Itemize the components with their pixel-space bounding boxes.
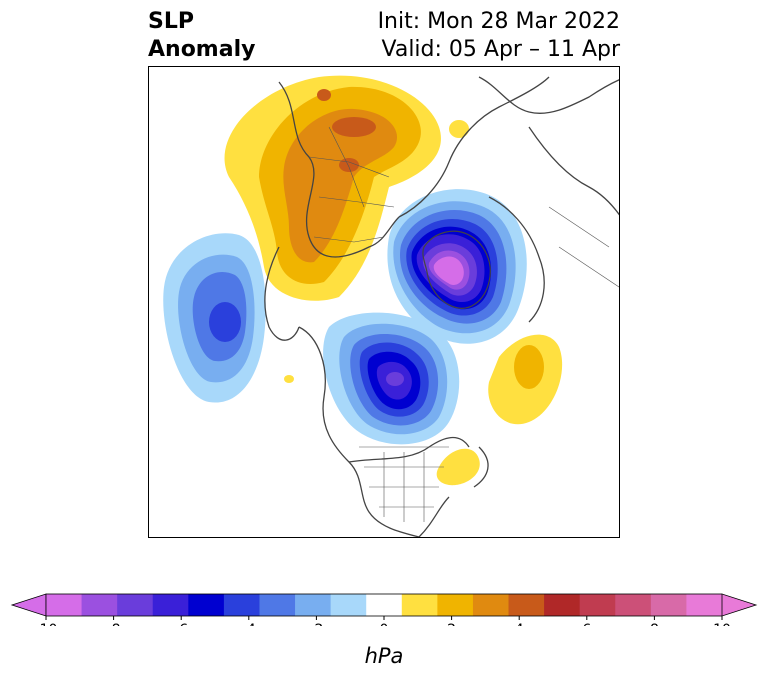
colorbar-segment [366,594,403,616]
colorbar-segment [508,594,545,616]
colorbar-segment [437,594,474,616]
colorbar-ticks: -10 -8 -6 -4 -2 0 2 4 6 8 10 [35,616,731,626]
greenland-outline [422,230,491,309]
colorbar-tick-label: -10 [35,622,58,626]
colorbar-unit-label: hPa [364,644,404,668]
colorbar-segment [46,594,83,616]
colorbar-tick-label: 4 [515,622,524,626]
colorbar-segment [686,594,723,616]
title-variable-line2: Anomaly [148,37,256,62]
negative-anomaly-pacific [163,233,266,403]
colorbar-tick-label: 6 [582,622,591,626]
country-borders [308,126,619,522]
map-dates: Init: Mon 28 Mar 2022 Valid: 05 Apr – 11… [378,8,620,64]
colorbar-segment [259,594,296,616]
colorbar-segment [117,594,154,616]
valid-date-range: Valid: 05 Apr – 11 Apr [381,37,621,62]
positive-anomaly-atlantic [284,334,563,486]
map-panel [148,66,620,538]
title-variable-line1: SLP [148,9,194,34]
colorbar-segment [223,594,260,616]
colorbar-segment [650,594,687,616]
colorbar-segment [472,594,510,616]
coastlines [264,76,619,537]
init-date: Init: Mon 28 Mar 2022 [377,9,620,34]
colorbar-tick-label: -2 [309,622,323,626]
colorbar-tick-label: 10 [713,622,731,626]
slp-anomaly-map [163,75,619,537]
map-title: SLP Anomaly [148,8,255,64]
negative-anomaly-canada [323,312,460,445]
colorbar-extend-min [10,593,47,617]
colorbar-segment [188,594,225,616]
colorbar-segments [10,593,758,617]
colorbar-tick-label: -8 [107,622,121,626]
colorbar-segment [295,594,332,616]
colorbar-tick-label: -6 [174,622,188,626]
positive-anomaly-siberia [224,75,469,301]
colorbar-segment [401,594,438,616]
colorbar-segment [81,594,118,616]
colorbar-segment [579,594,616,616]
colorbar-tick-label: 8 [650,622,659,626]
colorbar-tick-label: 2 [447,622,456,626]
colorbar-segment [330,594,367,616]
colorbar-segment [544,594,581,616]
colorbar-tick-label: 0 [380,622,389,626]
negative-anomaly-arctic [387,189,527,344]
colorbar-extend-max [721,593,758,617]
colorbar-tick-label: -4 [242,622,256,626]
colorbar-segment [615,594,652,616]
colorbar-segment [152,594,189,616]
colorbar: -10 -8 -6 -4 -2 0 2 4 6 8 10 [10,593,758,626]
